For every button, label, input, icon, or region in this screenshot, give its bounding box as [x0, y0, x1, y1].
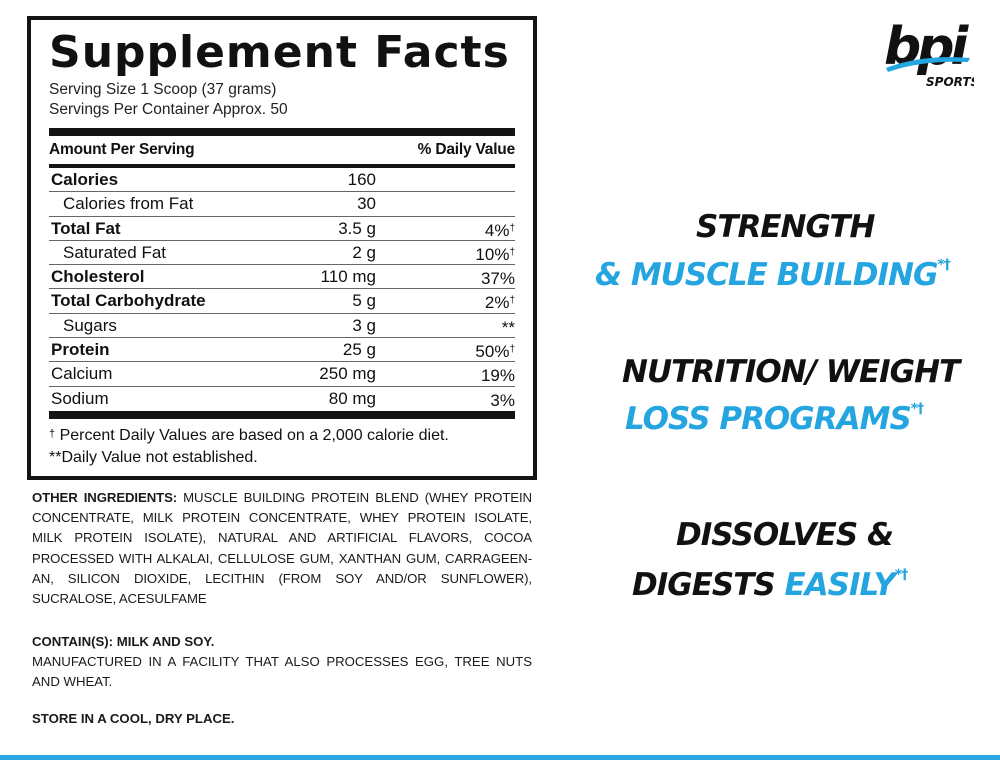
nutrient-name: Sodium [51, 388, 109, 408]
claim-strength-line2: & MUSCLE BUILDING*† [595, 257, 951, 293]
nutrient-dv: 2%† [484, 293, 515, 313]
allergen-statement: CONTAIN(S): MILK AND SOY. MANUFACTURED I… [32, 632, 532, 692]
claim-dissolves-line1: DISSOLVES & [676, 517, 894, 553]
nutrient-amount: 25 g [342, 340, 376, 360]
nutrient-amount: 80 mg [328, 388, 376, 408]
facts-title: Supplement Facts [49, 27, 510, 78]
table-row: Calcium 250 mg 19% [49, 362, 515, 387]
divider-medium [49, 164, 515, 168]
nutrient-name: Calcium [51, 364, 113, 384]
table-row: Cholesterol 110 mg 37% [49, 265, 515, 290]
nutrient-amount: 250 mg [319, 364, 376, 384]
footnote-not-established: **Daily Value not established. [49, 448, 258, 466]
claim-nutrition-line1: NUTRITION/ WEIGHT [622, 354, 960, 390]
table-row: Total Carbohydrate 5 g 2%† [49, 289, 515, 314]
nutrient-table: Calories 160 Calories from Fat 30 Total Fa… [49, 168, 515, 411]
nutrient-dv: 10%† [475, 244, 515, 264]
supplement-facts-panel: Supplement Facts Serving Size 1 Scoop (3… [27, 16, 537, 480]
table-header: Amount Per Serving % Daily Value [49, 136, 515, 164]
contains-text: MANUFACTURED IN A FACILITY THAT ALSO PRO… [32, 654, 532, 689]
nutrient-dv [376, 192, 515, 216]
table-row: Sugars 3 g ** [49, 314, 515, 339]
nutrient-name: Cholesterol [51, 267, 145, 287]
nutrient-name: Total Carbohydrate [51, 291, 206, 311]
nutrient-name: Protein [51, 340, 110, 360]
nutrient-dv: 3% [490, 390, 515, 410]
table-row: Total Fat 3.5 g 4%† [49, 217, 515, 241]
ingredients-text: MUSCLE BUILDING PROTEIN BLEND (WHEY PROT… [32, 490, 532, 607]
storage-statement: STORE IN A COOL, DRY PLACE. [32, 711, 235, 726]
bpi-sports-logo: bpi SPORTS [882, 14, 979, 90]
nutrient-name: Total Fat [51, 218, 121, 238]
nutrient-dv: 19% [480, 366, 515, 386]
nutrient-name: Sugars [63, 315, 117, 335]
servings-per-container: Servings Per Container Approx. 50 [49, 101, 288, 118]
claim-dissolves-line2: DIGESTS EASILY*† [632, 567, 908, 603]
other-ingredients: OTHER INGREDIENTS: MUSCLE BUILDING PROTE… [32, 488, 532, 609]
amount-header: Amount Per Serving [49, 141, 195, 158]
nutrient-dv: 37% [480, 269, 515, 289]
nutrient-amount: 5 g [352, 291, 376, 311]
serving-size: Serving Size 1 Scoop (37 grams) [49, 81, 277, 98]
nutrient-amount: 30 [357, 194, 376, 214]
nutrient-amount: 3.5 g [338, 218, 376, 238]
nutrient-amount: 2 g [352, 242, 376, 262]
divider-thick-bottom [49, 410, 515, 419]
nutrient-dv: ** [501, 317, 515, 337]
nutrient-dv: 4%† [484, 220, 515, 240]
footnotes: † Percent Daily Values are based on a 2,… [49, 419, 515, 469]
bottom-accent-line [0, 755, 1000, 760]
bpi-logo-icon: bpi SPORTS [884, 17, 979, 89]
dv-header: % Daily Value [417, 141, 516, 158]
claim-nutrition-line2: LOSS PROGRAMS*† [625, 401, 924, 437]
table-row: Sodium 80 mg 3% [49, 387, 515, 411]
nutrient-dv [376, 168, 515, 192]
ingredients-label: OTHER INGREDIENTS: [32, 490, 178, 505]
nutrient-name: Calories [51, 170, 119, 189]
svg-text:SPORTS: SPORTS [926, 75, 974, 89]
nutrient-amount: 110 mg [320, 267, 376, 287]
claim-strength-line1: STRENGTH [696, 209, 875, 245]
table-row: Calories 160 [49, 168, 515, 193]
divider-thick [49, 128, 515, 136]
nutrient-amount: 160 [347, 170, 376, 189]
footnote-percent: † Percent Daily Values are based on a 2,… [49, 426, 449, 444]
nutrient-amount: 3 g [352, 315, 376, 335]
nutrient-name: Calories from Fat [63, 194, 194, 214]
nutrient-dv: 50%† [475, 342, 515, 362]
contains-label: CONTAIN(S): MILK AND SOY. [32, 634, 215, 649]
table-row: Calories from Fat 30 [49, 192, 515, 217]
nutrient-name: Saturated Fat [63, 242, 167, 262]
table-row: Saturated Fat 2 g 10%† [49, 241, 515, 266]
table-row: Protein 25 g 50%† [49, 338, 515, 363]
